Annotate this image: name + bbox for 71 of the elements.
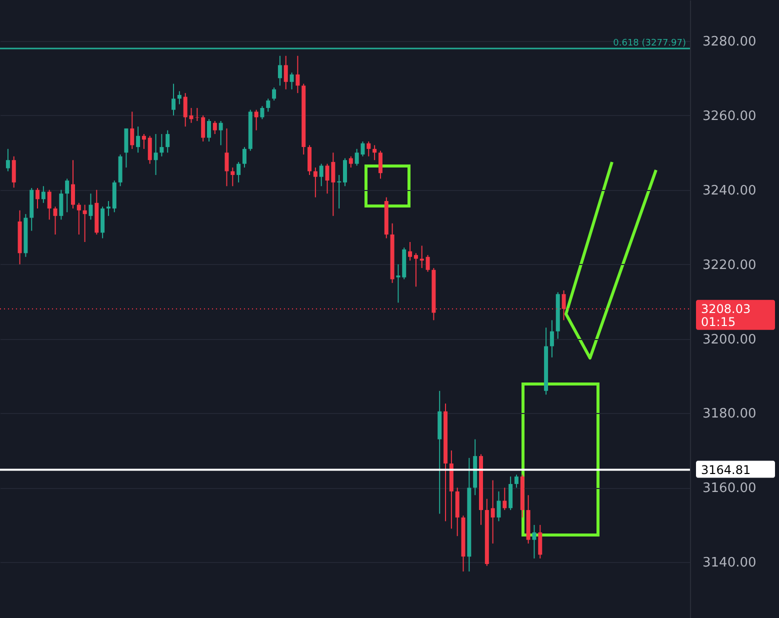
text: 01:15 xyxy=(701,314,736,329)
candlestick xyxy=(53,206,58,236)
candlestick xyxy=(154,134,158,176)
candlestick xyxy=(532,524,536,559)
candlestick xyxy=(313,167,318,198)
candlestick xyxy=(212,120,217,135)
candlestick xyxy=(490,480,495,544)
y-tick-label: 3220.00 xyxy=(702,258,756,273)
candlestick xyxy=(254,109,258,131)
y-tick-label: 3180.00 xyxy=(702,406,756,422)
candlestick xyxy=(76,202,81,236)
y-tick-label: 3200.00 xyxy=(702,332,756,348)
candlestick xyxy=(41,186,46,204)
candlestick xyxy=(284,55,288,90)
candlestick xyxy=(142,134,146,150)
y-tick-label: 3280.00 xyxy=(702,34,756,50)
candlestick xyxy=(148,135,152,164)
y-tick-label: 3260.00 xyxy=(702,108,756,124)
candlestick xyxy=(88,193,93,220)
candlestick xyxy=(36,188,40,209)
y-tick-label: 3240.00 xyxy=(702,183,756,198)
candlestick xyxy=(408,241,412,262)
candlestick xyxy=(47,189,52,220)
candlestick xyxy=(236,161,241,183)
candlestick xyxy=(378,150,382,180)
candlestick xyxy=(59,189,64,220)
candlestick xyxy=(201,114,206,142)
candlestick xyxy=(296,55,300,94)
candlestick xyxy=(218,120,223,146)
ref-line-label: 0.618 (3277.97) xyxy=(613,38,686,49)
candlestick xyxy=(420,245,424,269)
candlestick xyxy=(189,107,194,124)
candlestick xyxy=(230,167,235,187)
candlestick xyxy=(166,130,170,154)
candlestick xyxy=(372,144,377,161)
candlestick xyxy=(550,320,554,358)
candlestick xyxy=(172,83,176,116)
candlestick xyxy=(266,98,270,112)
candlestick xyxy=(207,118,211,142)
candlestick xyxy=(65,178,70,213)
candlestick xyxy=(366,140,371,157)
candlestick xyxy=(538,524,542,559)
candlestick xyxy=(290,72,294,90)
candlestick xyxy=(426,254,430,272)
candlestick xyxy=(177,90,182,105)
candlestick xyxy=(82,204,87,242)
candlestick xyxy=(396,264,400,304)
y-tick-label: 3160.00 xyxy=(702,481,756,496)
candlestick xyxy=(348,156,353,168)
candlestick xyxy=(6,148,10,172)
candlestick xyxy=(106,200,110,216)
candlestick xyxy=(12,156,16,188)
candlestick xyxy=(242,146,246,168)
candlestick xyxy=(278,55,282,86)
candlestick xyxy=(502,487,507,511)
candlestick xyxy=(319,163,324,187)
candlestick xyxy=(414,252,418,288)
ref-line-label: 3208.03 xyxy=(701,302,751,316)
ref-line-label: 3164.81 xyxy=(701,462,751,477)
candlestick xyxy=(260,106,264,120)
candlestick xyxy=(272,86,276,102)
candlestick xyxy=(496,490,501,522)
candlestick xyxy=(160,134,164,157)
candlestick xyxy=(71,160,75,209)
candlestick xyxy=(136,126,140,154)
candlestick xyxy=(224,128,229,187)
y-tick-label: 3140.00 xyxy=(702,556,756,571)
candlestick xyxy=(130,111,134,150)
candlestick xyxy=(183,92,188,128)
candlestick xyxy=(514,474,518,488)
candlestick xyxy=(343,158,347,187)
